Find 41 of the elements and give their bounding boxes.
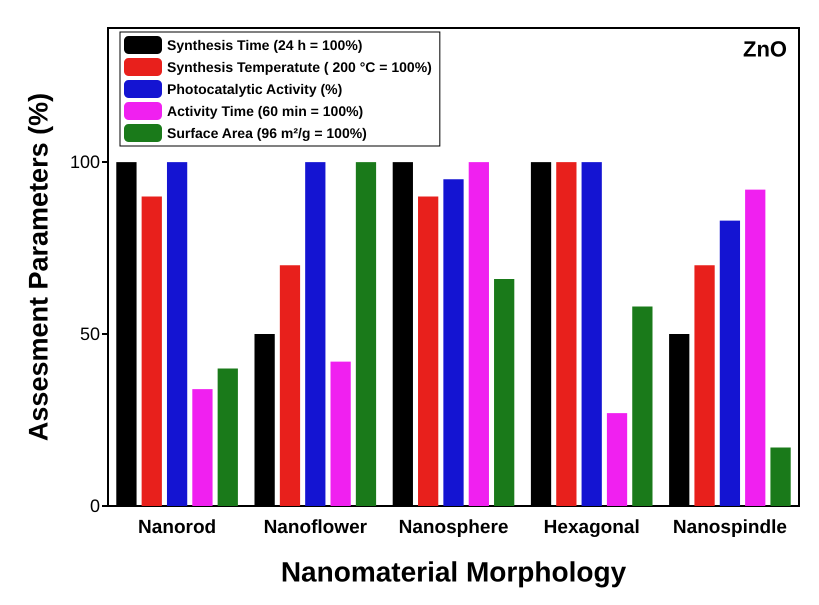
bar [280, 265, 300, 506]
bar [582, 162, 602, 506]
bar [556, 162, 576, 506]
bar [468, 162, 489, 506]
bar [116, 162, 137, 506]
legend-label: Synthesis Time (24 h = 100%) [167, 37, 362, 53]
x-tick-label: Hexagonal [544, 517, 640, 538]
bar [669, 334, 690, 506]
bar [694, 265, 715, 506]
legend-label: Synthesis Temperatute ( 200 °C = 100%) [167, 59, 432, 75]
y-tick-label: 0 [90, 496, 100, 516]
legend-label: Surface Area (96 m²/g = 100%) [167, 125, 367, 141]
bar [356, 162, 376, 506]
x-tick-label: Nanospindle [672, 517, 787, 538]
bar [443, 179, 464, 506]
y-tick-label: 100 [70, 152, 100, 172]
bar [166, 162, 188, 506]
bar [305, 162, 326, 506]
bar [418, 196, 438, 506]
x-tick-label: Nanorod [138, 517, 216, 538]
bar [192, 389, 213, 506]
bar [142, 196, 162, 506]
bar [254, 334, 275, 506]
bar [606, 413, 628, 506]
legend-label: Photocatalytic Activity (%) [167, 81, 342, 97]
x-tick-label: Nanoflower [264, 517, 368, 538]
bar [330, 362, 351, 506]
bar [494, 279, 514, 506]
bar [218, 368, 238, 506]
legend-label: Activity Time (60 min = 100%) [167, 103, 364, 119]
bar [770, 448, 791, 506]
y-axis-title: Assesment Parameters (%) [24, 92, 54, 442]
y-tick-label: 50 [80, 324, 100, 344]
bar [632, 306, 653, 506]
bar [720, 220, 740, 506]
annotation: ZnO [743, 36, 788, 62]
bar [392, 162, 413, 506]
x-tick-label: Nanosphere [398, 517, 508, 538]
bar [745, 190, 766, 506]
x-axis-title: Nanomaterial Morphology [280, 556, 627, 588]
bar [530, 162, 552, 506]
